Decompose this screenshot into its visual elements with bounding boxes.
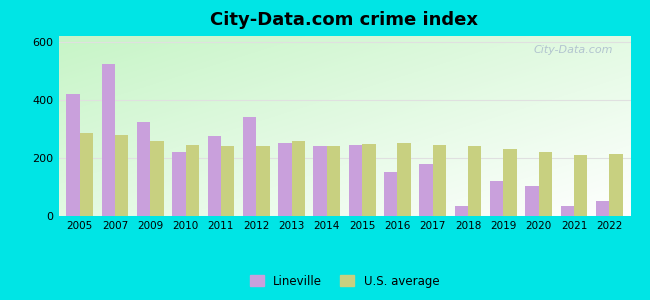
Bar (150, 140, 164, 216)
Bar (243, 117, 256, 216)
Legend: Lineville, U.S. average: Lineville, U.S. average (246, 271, 443, 291)
Bar (327, 146, 340, 216)
Bar (292, 141, 305, 216)
Bar (256, 146, 270, 216)
Bar (349, 145, 362, 216)
Bar (574, 155, 588, 216)
Bar (397, 143, 411, 216)
Bar (80, 133, 93, 216)
Bar (115, 135, 129, 216)
Bar (468, 146, 482, 216)
Bar (362, 144, 376, 216)
Bar (221, 146, 235, 216)
Bar (186, 145, 199, 216)
Bar (490, 181, 503, 216)
Bar (609, 154, 623, 216)
Bar (101, 64, 115, 216)
Bar (278, 143, 292, 216)
Bar (207, 136, 221, 216)
Title: City-Data.com crime index: City-Data.com crime index (211, 11, 478, 29)
Bar (503, 149, 517, 216)
Bar (384, 172, 397, 216)
Bar (172, 152, 186, 216)
Bar (137, 122, 150, 216)
Bar (525, 185, 539, 216)
Bar (433, 145, 446, 216)
Bar (560, 206, 574, 216)
Bar (454, 206, 468, 216)
Bar (419, 164, 433, 216)
Bar (596, 202, 609, 216)
Bar (66, 94, 80, 216)
Bar (313, 146, 327, 216)
Bar (539, 152, 552, 216)
Text: City-Data.com: City-Data.com (534, 45, 614, 55)
